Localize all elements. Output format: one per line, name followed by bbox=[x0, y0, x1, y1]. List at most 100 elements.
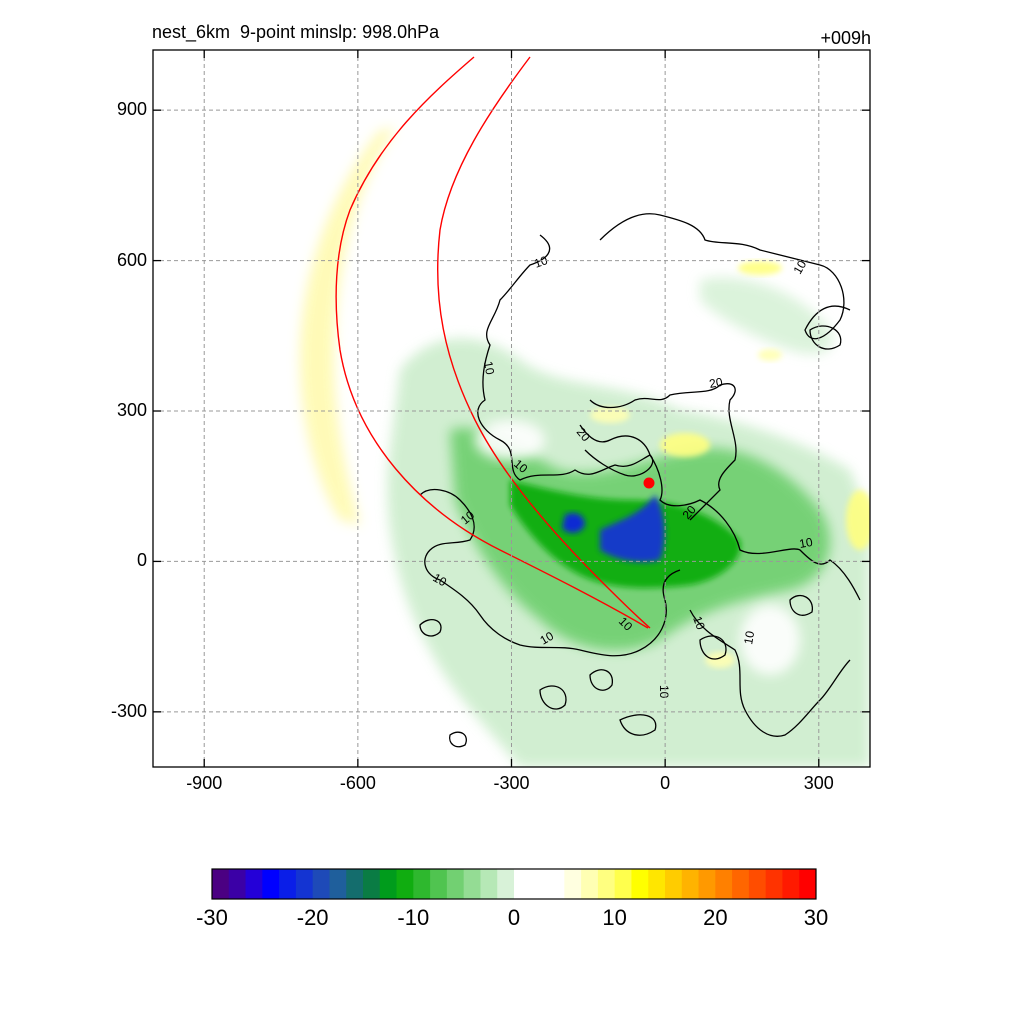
colorbar-swatch bbox=[245, 869, 263, 899]
track-inner bbox=[436, 56, 651, 629]
white-gap bbox=[740, 605, 800, 675]
colorbar-swatch bbox=[446, 869, 465, 899]
light-green-north bbox=[700, 277, 833, 354]
colorbar bbox=[211, 868, 817, 900]
contour-small bbox=[449, 731, 467, 748]
colorbar-tick-label: -20 bbox=[296, 905, 329, 930]
title-left: nest_6km 9-point minslp: 998.0hPa bbox=[152, 22, 440, 42]
y-tick-label: -300 bbox=[110, 700, 147, 721]
x-tick-label: 0 bbox=[660, 773, 671, 793]
colorbar-swatch bbox=[463, 869, 481, 899]
colorbar-swatch bbox=[312, 869, 330, 899]
contour-label: 10 bbox=[690, 614, 708, 632]
blue-spot bbox=[562, 513, 585, 533]
colorbar-swatch bbox=[748, 869, 767, 899]
axis-ticks bbox=[153, 50, 870, 767]
contour-label: 10 bbox=[532, 253, 550, 271]
yellow-spot bbox=[846, 490, 870, 550]
red-track-lines bbox=[335, 56, 651, 629]
contour-label: 10 bbox=[538, 629, 557, 648]
colorbar-tick-label: 20 bbox=[703, 905, 728, 930]
contour-small bbox=[699, 635, 727, 660]
contour-label: 10 bbox=[790, 258, 809, 277]
contour-small bbox=[809, 325, 842, 350]
contour-label: 20 bbox=[708, 375, 724, 391]
contour-label: 10 bbox=[798, 535, 814, 551]
colorbar-swatch bbox=[363, 869, 381, 899]
colorbar-swatch bbox=[665, 869, 683, 899]
colorbar-swatch bbox=[379, 869, 398, 899]
colorbar-swatch bbox=[547, 869, 565, 899]
colorbar-swatch bbox=[681, 869, 700, 899]
colorbar-swatch bbox=[413, 869, 431, 899]
contour-small bbox=[589, 669, 613, 691]
colorbar-swatch bbox=[564, 869, 582, 899]
center-marker bbox=[643, 477, 655, 489]
colorbar-swatch bbox=[514, 869, 532, 899]
y-tick-label: 300 bbox=[116, 400, 147, 420]
black-contours bbox=[419, 213, 861, 748]
colorbar-frame bbox=[211, 868, 817, 900]
contour-small bbox=[789, 595, 813, 616]
colorbar-swatch bbox=[581, 869, 599, 899]
colorbar-tick-label: 30 bbox=[803, 905, 829, 930]
colorbar-swatch bbox=[799, 869, 817, 899]
colorbar-swatch bbox=[480, 869, 498, 899]
y-tick-label: 600 bbox=[116, 249, 147, 270]
shaded-field bbox=[300, 128, 870, 767]
contour-10-west bbox=[419, 488, 681, 657]
contour-20-a bbox=[589, 383, 737, 521]
colorbar-tick-label: 10 bbox=[602, 905, 627, 930]
colorbar-swatch bbox=[698, 869, 716, 899]
colorbar-swatch bbox=[228, 869, 247, 899]
colorbar-swatch bbox=[614, 869, 632, 899]
contour-label: 10 bbox=[657, 685, 671, 699]
x-tick-label: -300 bbox=[493, 773, 530, 793]
colorbar-swatch bbox=[715, 869, 733, 899]
contour-small bbox=[539, 685, 567, 710]
yellow-spot bbox=[758, 349, 782, 361]
contour-label: 10 bbox=[431, 570, 450, 589]
contour-label: 10 bbox=[481, 360, 497, 376]
colorbar-swatch bbox=[262, 869, 280, 899]
colorbar-swatch bbox=[631, 869, 649, 899]
yellow-arc-band bbox=[300, 128, 395, 525]
colorbar-swatch bbox=[782, 869, 800, 899]
x-tick-label: 300 bbox=[803, 773, 834, 793]
colorbar-swatch bbox=[732, 869, 750, 899]
colorbar-swatch bbox=[396, 869, 414, 899]
colorbar-swatch bbox=[329, 869, 347, 899]
contour-10-main bbox=[477, 234, 861, 601]
yellow-spot bbox=[660, 433, 710, 457]
colorbar-swatch bbox=[497, 869, 515, 899]
grid-lines bbox=[153, 50, 870, 767]
colorbar-tick-label: 0 bbox=[507, 905, 521, 930]
colorbar-tick-label: -10 bbox=[397, 905, 430, 930]
y-tick-label: 900 bbox=[116, 99, 147, 120]
colorbar-swatch bbox=[648, 869, 666, 899]
colorbar-swatch bbox=[430, 869, 448, 899]
title-right: +009h bbox=[820, 28, 871, 48]
contour-20-b bbox=[579, 424, 654, 477]
contour-small bbox=[419, 619, 442, 637]
colorbar-swatch bbox=[346, 869, 364, 899]
y-tick-label: 0 bbox=[136, 550, 147, 571]
colorbar-tick-label: -30 bbox=[196, 905, 228, 930]
yellow-spot bbox=[738, 261, 782, 275]
colorbar-swatch bbox=[279, 869, 297, 899]
colorbar-swatch bbox=[530, 869, 549, 899]
contour-10-east bbox=[599, 213, 851, 340]
contour-10-south bbox=[689, 609, 851, 737]
x-tick-label: -600 bbox=[339, 773, 376, 793]
colorbar-swatch bbox=[765, 869, 783, 899]
colorbar-swatch bbox=[212, 869, 230, 899]
yellow-spot bbox=[705, 652, 735, 668]
yellow-spot bbox=[590, 407, 630, 423]
blue-core bbox=[600, 495, 665, 562]
contour-small bbox=[619, 714, 657, 736]
track-outer bbox=[335, 56, 649, 629]
colorbar-swatch bbox=[295, 869, 314, 899]
colorbar-swatch bbox=[597, 869, 616, 899]
x-tick-label: -900 bbox=[186, 773, 223, 793]
